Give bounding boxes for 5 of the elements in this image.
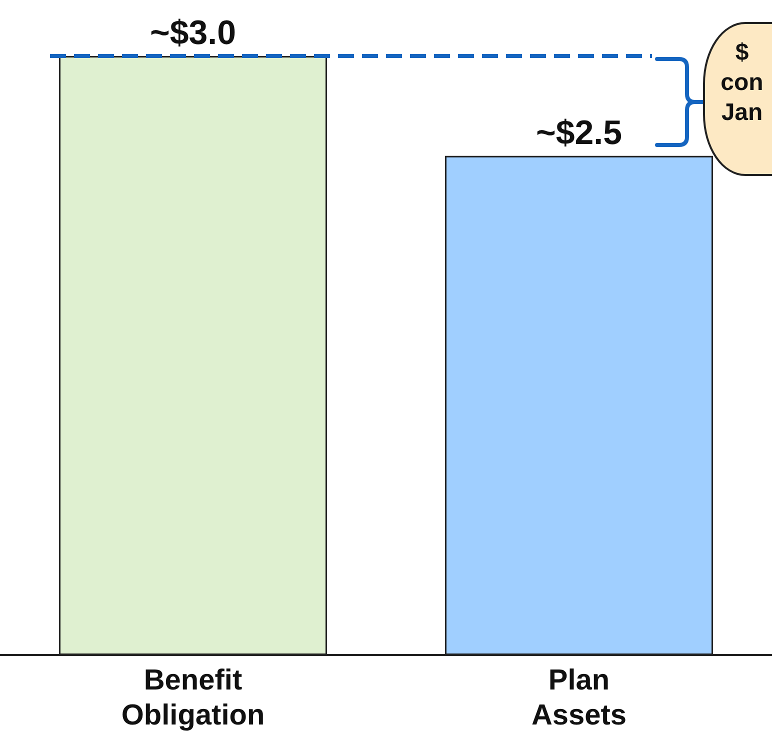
x-tick-label: Plan Assets: [531, 664, 627, 732]
data-label: ~$2.5: [536, 114, 622, 152]
x-tick-label: Benefit Obligation: [121, 664, 265, 732]
text: $ con Jan: [720, 38, 764, 128]
data-label: ~$3.0: [150, 14, 236, 52]
